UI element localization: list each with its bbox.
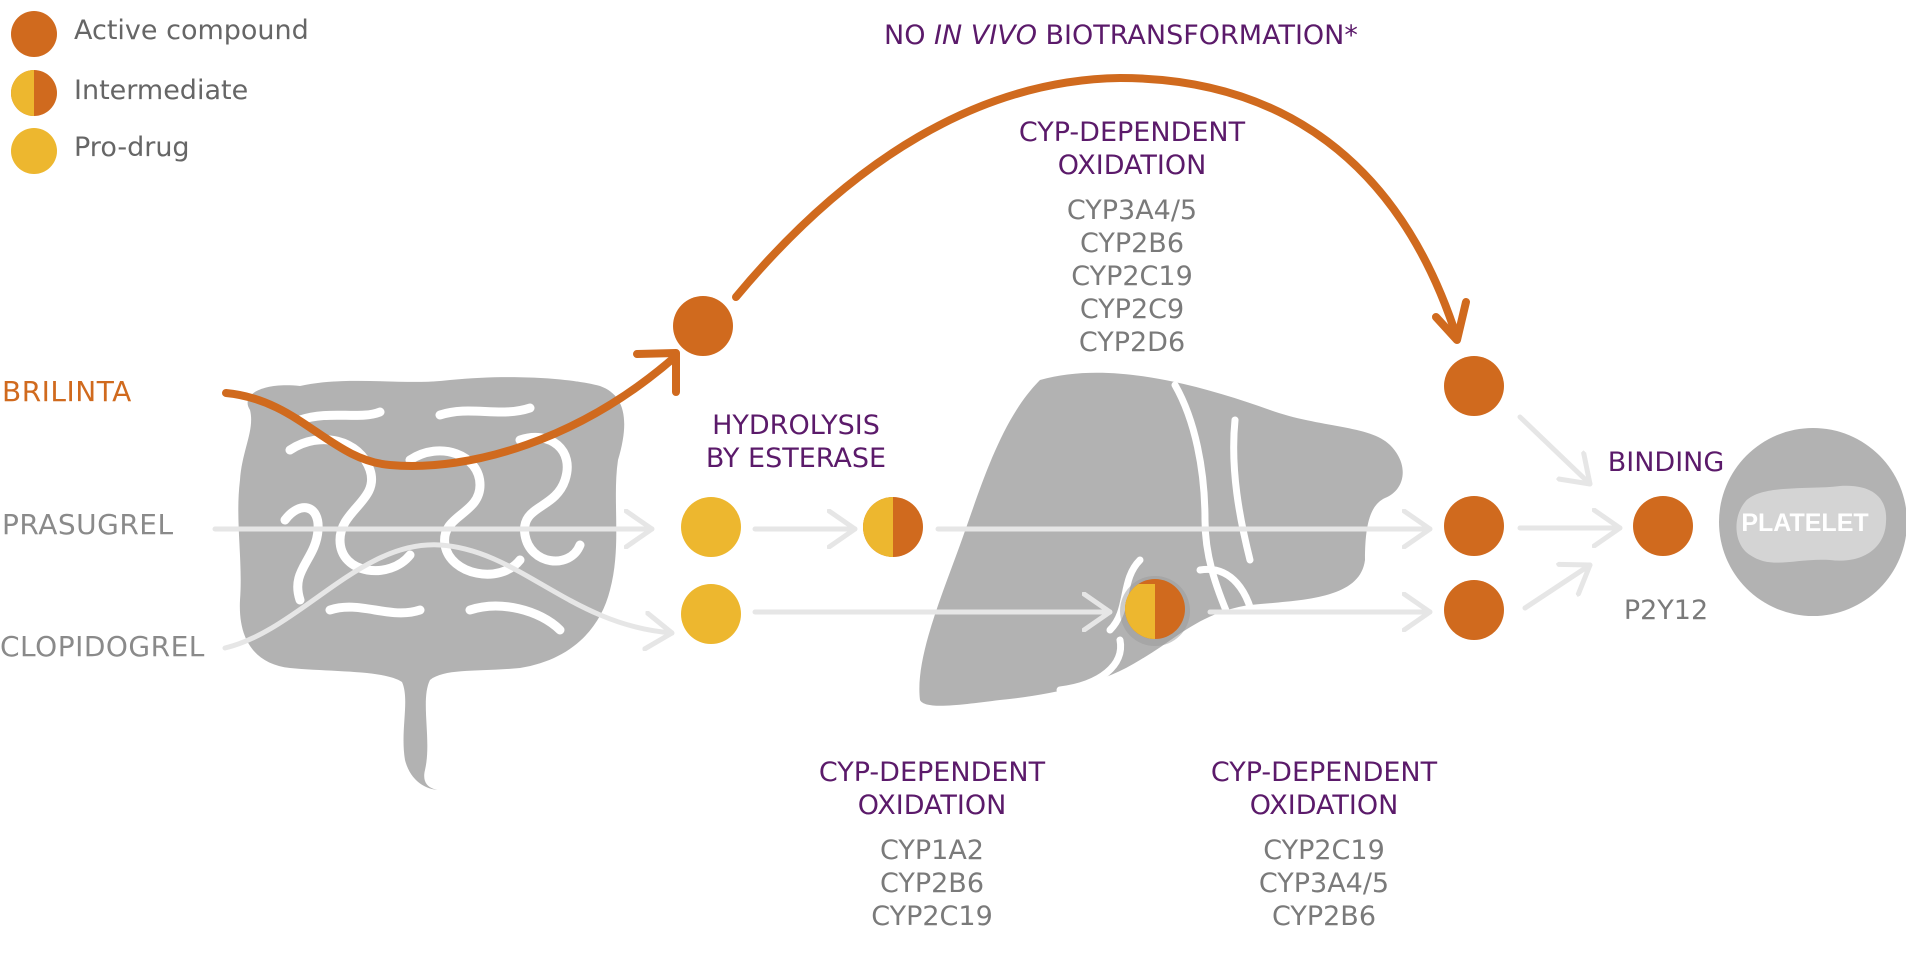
prasugrel-prodrug-dot [681,497,741,557]
drug-label-prasugrel: PRASUGREL [2,508,174,541]
binding-active-dot [1633,496,1693,556]
enzyme-item: CYP2C19 [1263,835,1385,866]
hydrolysis-line2: BY ESTERASE [705,443,887,474]
enzyme-item: CYP3A4/5 [1066,195,1198,226]
legend-label-intermediate: Intermediate [74,75,249,106]
no-biotransformation-note: NO IN VIVO BIOTRANSFORMATION* [884,19,1358,52]
drug-label-brilinta: BRILINTA [2,375,132,408]
platelet-icon [1719,428,1906,616]
enzyme-item: CYP2B6 [1079,228,1185,259]
cyp-bottom-right-title: CYP-DEPENDENT OXIDATION [1204,756,1444,822]
arrow-clopidogrel-entry [222,542,675,648]
enzyme-item: CYP3A4/5 [1258,868,1390,899]
brilinta-absorbed-dot [673,296,733,356]
legend-label-prodrug: Pro-drug [74,132,190,163]
cyp-top-title-line2: OXIDATION [1057,150,1207,181]
cyp-bottom-right-line2: OXIDATION [1249,790,1399,821]
clopidogrel-active-dot [1444,580,1504,640]
brilinta-arrowhead-1 [633,349,680,396]
enzyme-item: CYP2C19 [871,901,993,932]
enzyme-item: CYP1A2 [880,835,984,866]
hydrolysis-title: HYDROLYSIS BY ESTERASE [696,409,896,475]
legend-active-dot [11,11,57,57]
clopidogrel-intermediate-dot [1120,576,1190,646]
prasugrel-active-dot [1444,496,1504,556]
brilinta-arc [732,74,1461,342]
enzyme-item: CYP2C9 [1079,294,1185,325]
note-part2: BIOTRANSFORMATION* [1036,20,1358,51]
liver-icon [919,372,1403,706]
brilinta-active-dot [1444,356,1504,416]
cyp-top-enzymes: CYP3A4/5 CYP2B6 CYP2C19 CYP2C9 CYP2D6 [1032,194,1232,359]
cyp-bottom-right-enzymes: CYP2C19 CYP3A4/5 CYP2B6 [1224,834,1424,933]
brilinta-arrowhead-2 [1432,298,1470,344]
legend-label-active: Active compound [74,15,309,46]
binding-title: BINDING [1607,447,1725,478]
cyp-top-title: CYP-DEPENDENT OXIDATION [1012,116,1252,182]
brilinta-absorption-curve [222,352,680,470]
receptor-label: P2Y12 [1623,595,1709,626]
enzyme-item: CYP2D6 [1078,327,1186,358]
cyp-bottom-left-enzymes: CYP1A2 CYP2B6 CYP2C19 [832,834,1032,933]
arrow-brilinta-binding [1517,414,1593,487]
note-italic: IN VIVO [934,20,1037,51]
cyp-top-title-line1: CYP-DEPENDENT [1018,117,1246,148]
note-part1: NO [884,20,935,51]
platelet-label: PLATELET [1741,509,1868,537]
enzyme-item: CYP2B6 [879,868,985,899]
cyp-bottom-left-title: CYP-DEPENDENT OXIDATION [812,756,1052,822]
brilinta-path [222,74,1470,470]
cyp-bottom-left-line2: OXIDATION [857,790,1007,821]
clopidogrel-prodrug-dot [681,584,741,644]
enzyme-item: CYP2C19 [1071,261,1193,292]
cyp-bottom-left-line1: CYP-DEPENDENT [818,757,1046,788]
prasugrel-intermediate-dot [863,497,923,557]
drug-label-clopidogrel: CLOPIDOGREL [0,630,205,663]
compound-dots [673,296,1693,646]
intestine-icon [238,377,625,790]
legend-prodrug-dot [11,128,57,174]
cyp-bottom-right-line1: CYP-DEPENDENT [1210,757,1438,788]
arrow-clopidogrel-binding [1522,565,1593,611]
legend-dots [11,11,57,174]
flow-arrows [212,414,1623,648]
hydrolysis-line1: HYDROLYSIS [712,410,880,441]
enzyme-item: CYP2B6 [1271,901,1377,932]
legend-intermediate-dot [11,70,57,116]
